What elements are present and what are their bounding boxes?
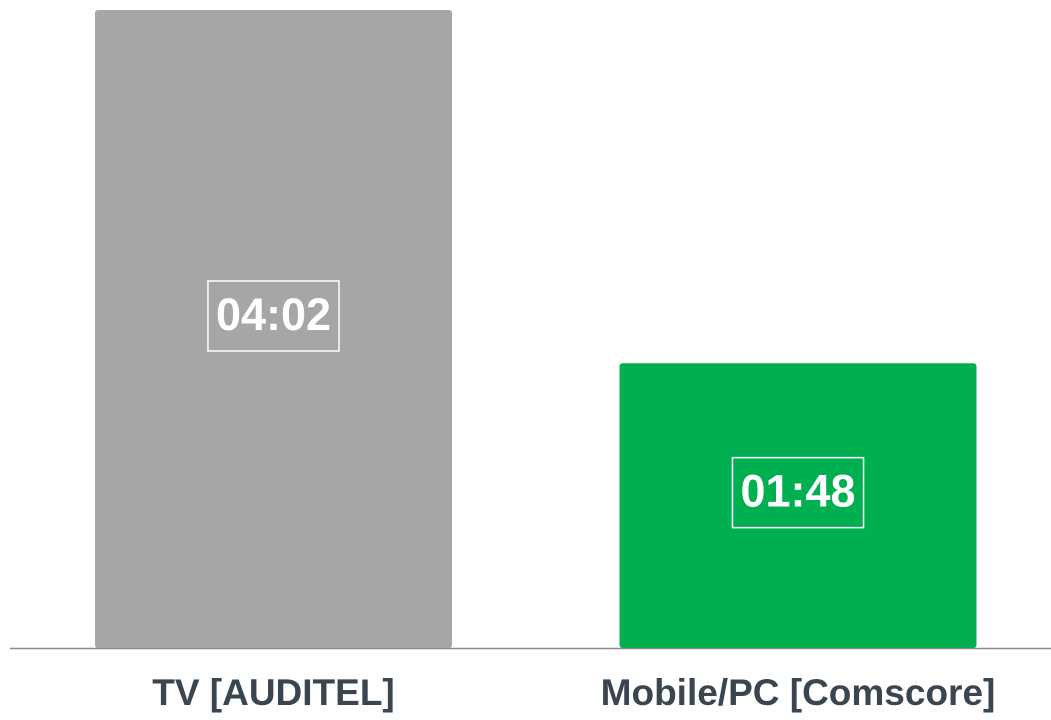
value-label-box	[207, 280, 340, 352]
bar	[95, 10, 452, 648]
value-label: 01:48	[740, 466, 855, 517]
value-label: 04:02	[216, 289, 331, 340]
value-label-box	[731, 456, 865, 529]
bar	[619, 363, 977, 648]
x-tick-label: Mobile/PC [Comscore]	[601, 672, 996, 713]
x-tick-label: TV [AUDITEL]	[152, 672, 395, 713]
